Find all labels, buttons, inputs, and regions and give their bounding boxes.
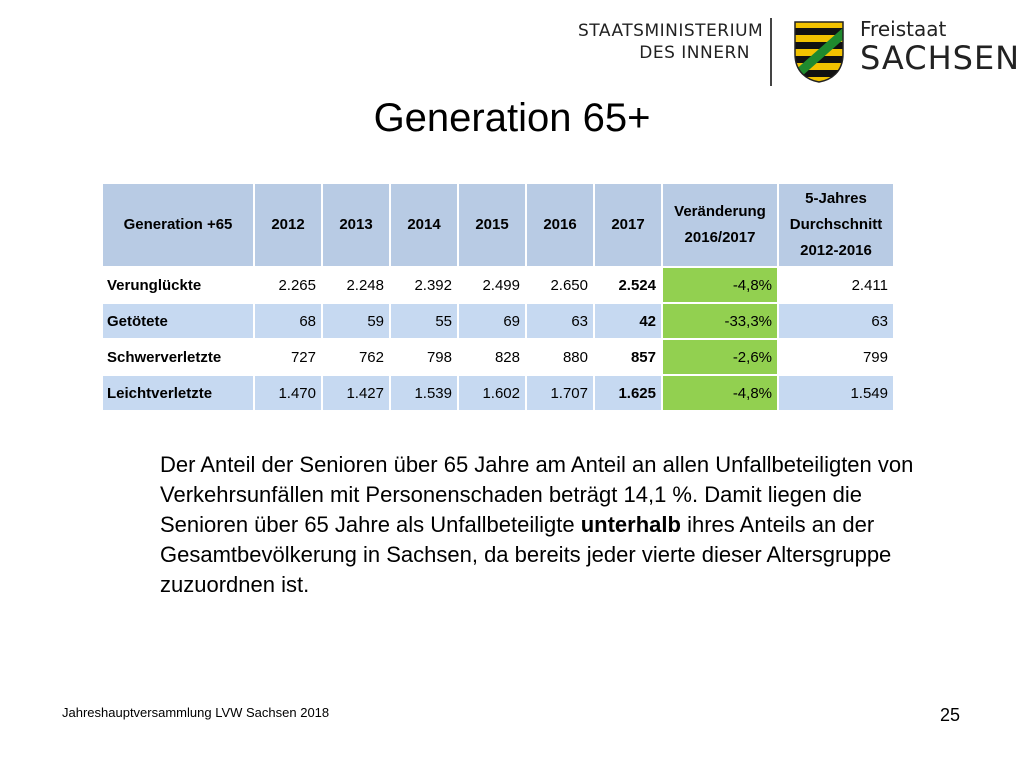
cell-2014: 55 bbox=[391, 304, 457, 338]
cell-change: -4,8% bbox=[663, 376, 777, 410]
cell-2012: 1.470 bbox=[255, 376, 321, 410]
row-label: Verunglückte bbox=[103, 268, 253, 302]
header-2013: 2013 bbox=[323, 184, 389, 266]
paragraph-emphasis: unterhalb bbox=[580, 512, 681, 537]
cell-2016: 2.650 bbox=[527, 268, 593, 302]
header-2017: 2017 bbox=[595, 184, 661, 266]
cell-average: 799 bbox=[779, 340, 893, 374]
cell-change: -2,6% bbox=[663, 340, 777, 374]
header-change-line-1: Veränderung bbox=[674, 203, 766, 220]
page-number: 25 bbox=[940, 705, 961, 725]
footer-text: Jahreshauptversammlung LVW Sachsen 2018 bbox=[62, 705, 330, 720]
header-change: Veränderung 2016/2017 bbox=[663, 184, 777, 266]
cell-2013: 2.248 bbox=[323, 268, 389, 302]
cell-2015: 828 bbox=[459, 340, 525, 374]
cell-2012: 68 bbox=[255, 304, 321, 338]
ministry-logo-text: STAATSMINISTERIUM DES INNERN bbox=[578, 20, 764, 64]
cell-2017: 857 bbox=[595, 340, 661, 374]
header-2015: 2015 bbox=[459, 184, 525, 266]
slide-title: Generation 65+ bbox=[373, 96, 651, 140]
ministry-line-2: DES INNERN bbox=[639, 43, 750, 63]
cell-change: -4,8% bbox=[663, 268, 777, 302]
row-label: Leichtverletzte bbox=[103, 376, 253, 410]
cell-2017: 1.625 bbox=[595, 376, 661, 410]
cell-2016: 880 bbox=[527, 340, 593, 374]
header-2012: 2012 bbox=[255, 184, 321, 266]
header-average: 5-Jahres Durchschnitt 2012-2016 bbox=[779, 184, 893, 266]
cell-change: -33,3% bbox=[663, 304, 777, 338]
ministry-line-1: STAATSMINISTERIUM bbox=[578, 21, 764, 41]
header-average-line-3: 2012-2016 bbox=[800, 242, 872, 259]
header-2016: 2016 bbox=[527, 184, 593, 266]
cell-2017: 2.524 bbox=[595, 268, 661, 302]
table-row: Leichtverletzte 1.470 1.427 1.539 1.602 … bbox=[103, 376, 893, 410]
cell-average: 2.411 bbox=[779, 268, 893, 302]
row-label: Schwerverletzte bbox=[103, 340, 253, 374]
cell-2017: 42 bbox=[595, 304, 661, 338]
cell-2013: 1.427 bbox=[323, 376, 389, 410]
cell-2015: 69 bbox=[459, 304, 525, 338]
cell-2015: 1.602 bbox=[459, 376, 525, 410]
cell-2014: 798 bbox=[391, 340, 457, 374]
cell-2015: 2.499 bbox=[459, 268, 525, 302]
header-divider bbox=[770, 18, 772, 86]
header-average-line-2: Durchschnitt bbox=[789, 216, 883, 233]
cell-2016: 1.707 bbox=[527, 376, 593, 410]
table-row: Verunglückte 2.265 2.248 2.392 2.499 2.6… bbox=[103, 268, 893, 302]
cell-2014: 1.539 bbox=[391, 376, 457, 410]
row-label: Getötete bbox=[103, 304, 253, 338]
cell-2013: 762 bbox=[323, 340, 389, 374]
header-2014: 2014 bbox=[391, 184, 457, 266]
state-small-label: Freistaat bbox=[860, 17, 947, 41]
cell-average: 1.549 bbox=[779, 376, 893, 410]
statistics-table: Generation +65 2012 2013 2014 2015 2016 … bbox=[101, 182, 895, 412]
freistaat-sachsen-logo-text: Freistaat SACHSEN bbox=[860, 18, 1020, 76]
cell-2013: 59 bbox=[323, 304, 389, 338]
cell-2016: 63 bbox=[527, 304, 593, 338]
cell-average: 63 bbox=[779, 304, 893, 338]
cell-2012: 2.265 bbox=[255, 268, 321, 302]
table-row: Schwerverletzte 727 762 798 828 880 857 … bbox=[103, 340, 893, 374]
summary-paragraph: Der Anteil der Senioren über 65 Jahre am… bbox=[160, 450, 950, 600]
paragraph-text-2: ihres Anteils an der Gesamtbevölkerung i… bbox=[160, 512, 892, 597]
cell-2012: 727 bbox=[255, 340, 321, 374]
table-row: Getötete 68 59 55 69 63 42 -33,3% 63 bbox=[103, 304, 893, 338]
cell-2014: 2.392 bbox=[391, 268, 457, 302]
paragraph-text-1: Der Anteil der Senioren über 65 Jahre am… bbox=[160, 452, 914, 537]
header-change-line-2: 2016/2017 bbox=[684, 229, 756, 246]
saxony-coat-of-arms-icon bbox=[794, 21, 844, 83]
header-average-line-1: 5-Jahres bbox=[805, 190, 867, 207]
table-header-row: Generation +65 2012 2013 2014 2015 2016 … bbox=[103, 184, 893, 266]
state-big-label: SACHSEN bbox=[860, 39, 1021, 77]
header-category: Generation +65 bbox=[103, 184, 253, 266]
